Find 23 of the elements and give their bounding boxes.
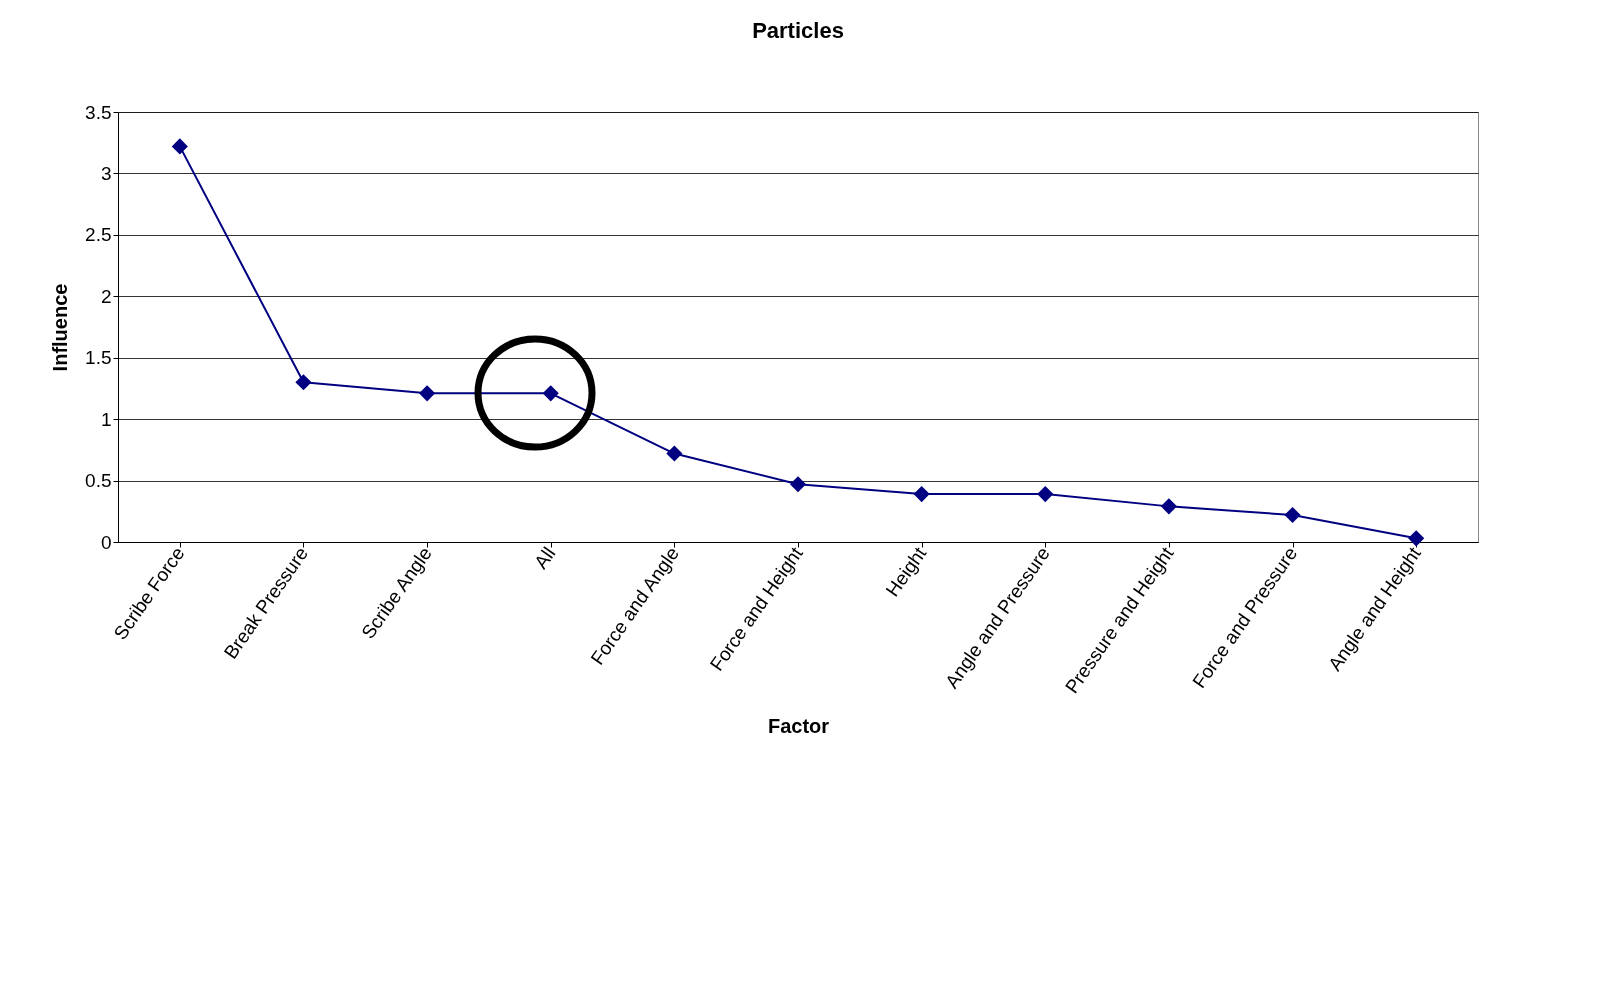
chart-title: Particles [752,18,844,43]
point [666,445,683,462]
y-tick-label: 2.5 [85,224,112,246]
x-tick-label: All [530,543,560,573]
point [1408,530,1425,547]
point [789,476,807,493]
y-tick-label: 1.5 [85,347,112,369]
y-tick-label: 1 [100,408,112,430]
y-tick-label: 3 [100,162,112,184]
point [913,486,930,503]
point [419,385,436,402]
x-axis-title: Factor [767,715,830,738]
point [295,374,312,391]
y-axis-title: Influence [49,283,72,372]
point [1284,506,1301,524]
y-tick-label: 0.5 [85,470,112,492]
point [171,138,188,155]
y-tick-label: 0 [100,531,112,553]
point [542,385,559,402]
point [1037,486,1054,503]
point [1160,498,1177,515]
y-tick-label: 2 [100,285,112,307]
y-tick-label: 3.5 [85,101,112,123]
